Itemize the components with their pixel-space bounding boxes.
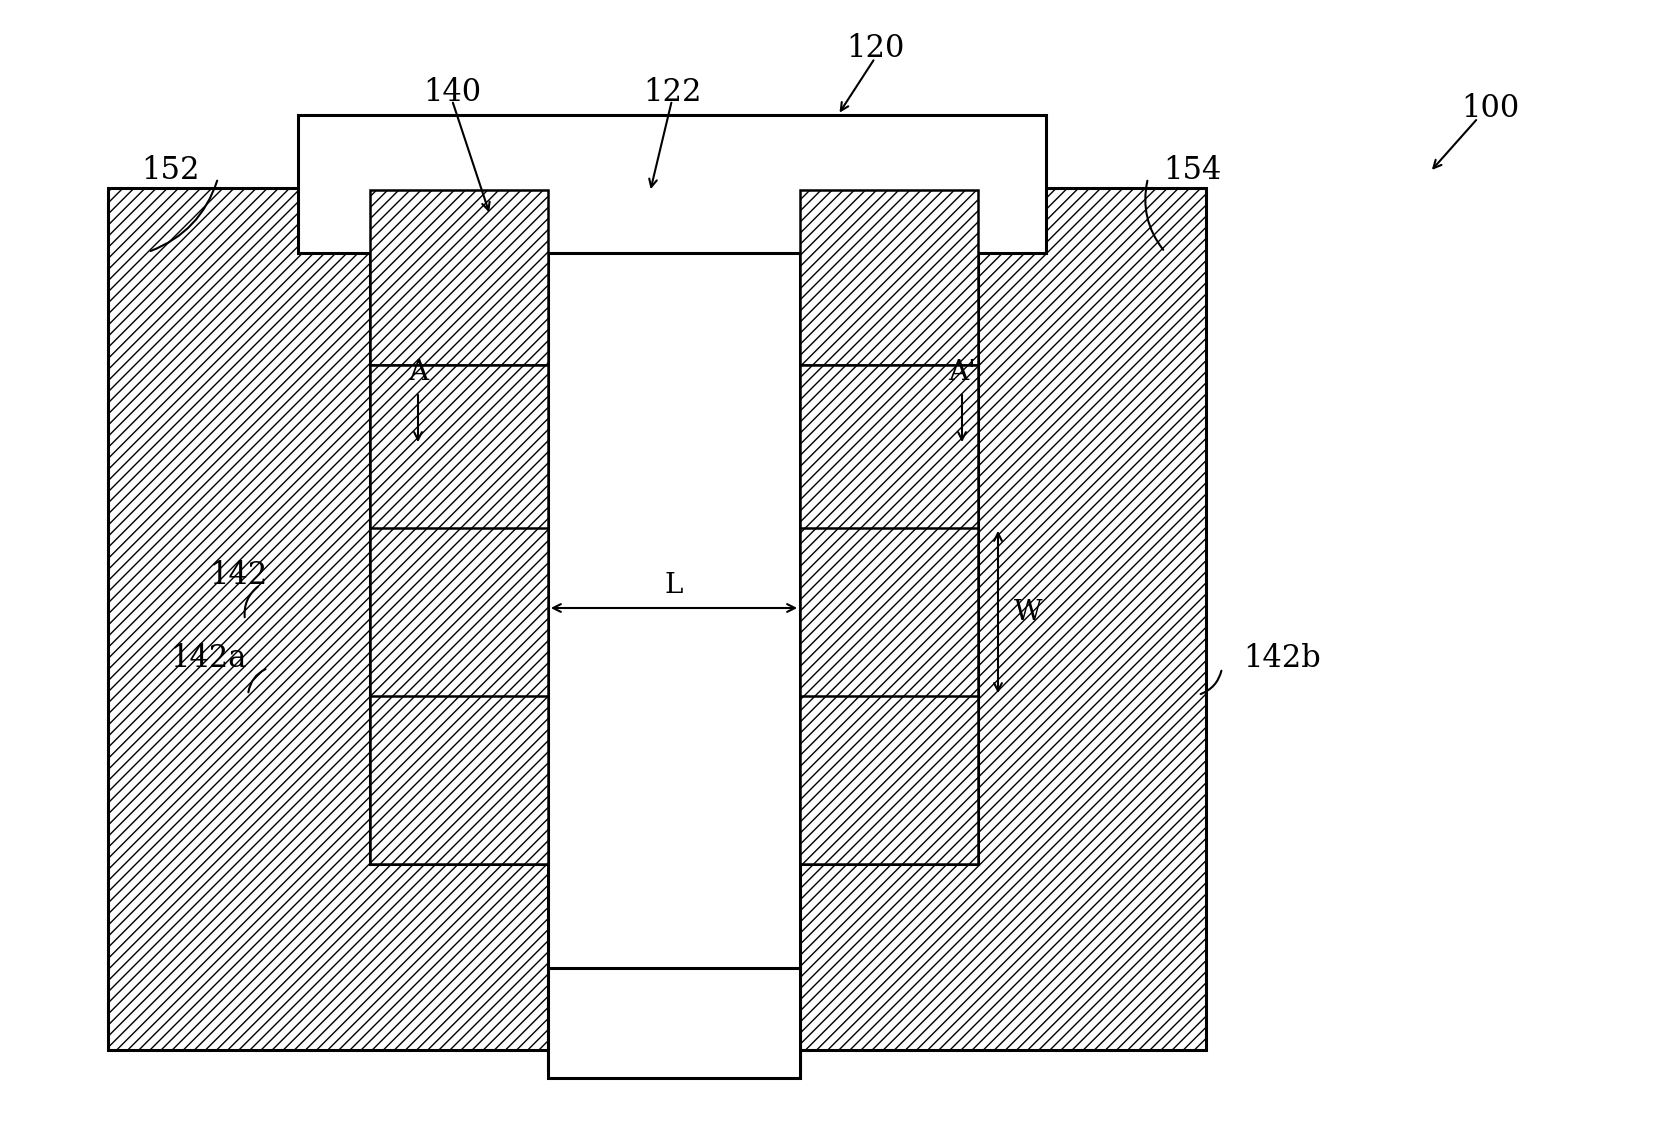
Bar	[801, 365, 978, 531]
Bar	[801, 190, 978, 365]
Bar	[548, 190, 801, 1070]
Bar	[370, 365, 548, 531]
Bar	[108, 187, 1206, 1050]
Bar	[370, 696, 548, 864]
Text: 154: 154	[1163, 154, 1221, 185]
Text: 142a: 142a	[169, 643, 246, 674]
Bar	[801, 528, 978, 698]
Text: 140: 140	[424, 76, 482, 108]
Text: 152: 152	[141, 154, 199, 185]
Bar	[370, 190, 548, 365]
Text: A: A	[409, 359, 429, 385]
Text: 122: 122	[643, 76, 701, 108]
Bar	[370, 365, 978, 531]
Text: W: W	[1013, 599, 1043, 626]
Text: L: L	[664, 571, 683, 599]
Bar	[548, 968, 801, 1078]
Text: 142: 142	[209, 560, 267, 591]
Bar	[370, 528, 978, 698]
Bar	[297, 115, 1046, 253]
Bar	[370, 190, 978, 365]
Text: 120: 120	[845, 33, 904, 64]
Text: 100: 100	[1462, 92, 1520, 124]
Text: 142b: 142b	[1242, 643, 1320, 674]
Bar	[370, 528, 548, 698]
Bar	[801, 696, 978, 864]
Text: A': A'	[948, 359, 977, 385]
Bar	[370, 696, 978, 864]
